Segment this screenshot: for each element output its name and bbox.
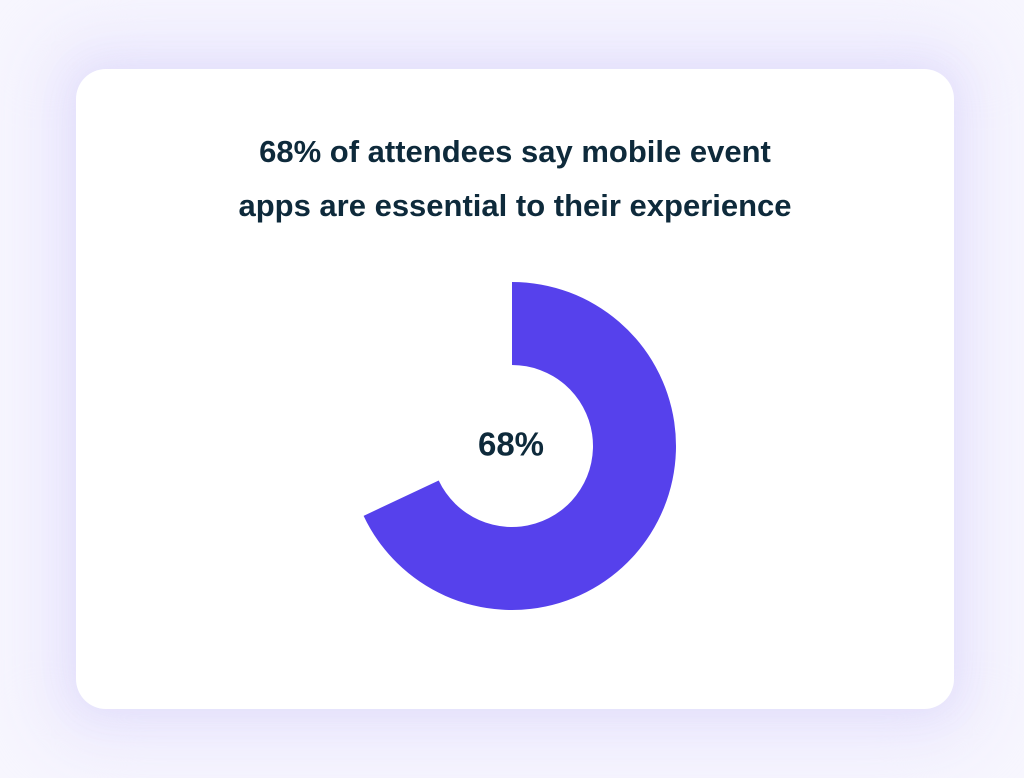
chart-title-line-1: 68% of attendees say mobile event xyxy=(259,134,771,169)
donut-chart: 68% xyxy=(363,282,676,610)
donut-slice-68 xyxy=(363,282,676,610)
chart-card: 68% of attendees say mobile event apps a… xyxy=(76,69,954,709)
chart-title-line-2: apps are essential to their experience xyxy=(238,188,792,223)
donut-center-value: 68% xyxy=(478,426,544,463)
chart-title: 68% of attendees say mobile event apps a… xyxy=(76,125,954,233)
